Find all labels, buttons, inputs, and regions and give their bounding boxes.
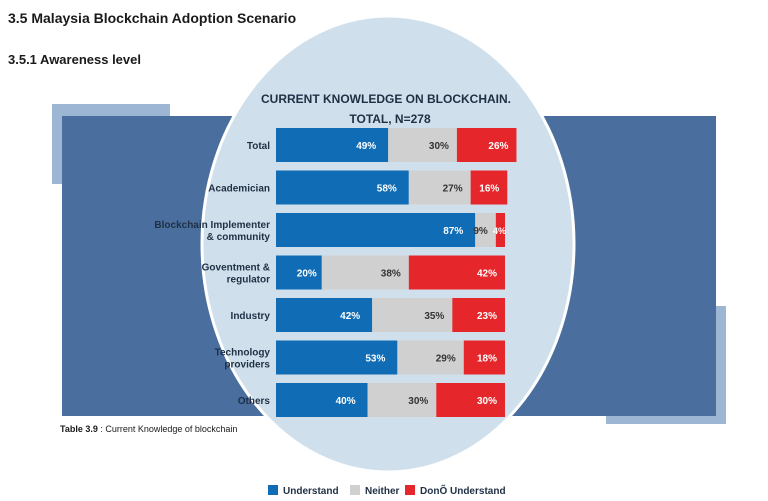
- bar-label-2-7: 30%: [408, 396, 428, 407]
- caption-label: Table 3.9: [60, 424, 98, 434]
- caption-text: : Current Knowledge of blockchain: [97, 424, 238, 434]
- panel-light-left: [52, 104, 170, 116]
- bar-label-2-6: 29%: [436, 354, 456, 365]
- category-label-2: Academician: [208, 184, 270, 195]
- bar-neither-5: [372, 298, 453, 332]
- category-label-1: Total: [247, 141, 270, 152]
- bar-label-2-5: 35%: [424, 311, 444, 322]
- bar-don-understand-7: [436, 383, 505, 417]
- bar-neither-4: [321, 255, 409, 290]
- bar-understand-6: [276, 340, 398, 375]
- category-label-4-line-2: regulator: [227, 275, 270, 286]
- legend-swatch-1: [268, 485, 278, 495]
- bar-understand-2: [276, 170, 409, 205]
- subsection-heading: 3.5.1 Awareness level: [8, 52, 141, 67]
- legend: Understand Neither DonÕ Understand: [268, 484, 506, 497]
- bar-neither-3: [475, 213, 496, 247]
- category-label-3-line-2: & community: [207, 232, 271, 243]
- bar-label-1-5: 42%: [340, 311, 360, 322]
- bar-understand-3: [276, 213, 476, 247]
- bar-neither-6: [397, 340, 464, 375]
- category-label-3-line-1: Blockchain Implementer: [154, 220, 270, 231]
- chart-subtitle: TOTAL, N=278: [349, 112, 431, 126]
- bar-neither-7: [367, 383, 437, 417]
- bar-don-understand-6: [463, 340, 505, 375]
- panel-light-left-side: [52, 104, 62, 184]
- legend-label-1: Understand: [283, 486, 339, 497]
- bar-label-1-4: 20%: [297, 269, 317, 280]
- figure-caption: Table 3.9 : Current Knowledge of blockch…: [60, 424, 240, 435]
- bar-label-2-2: 27%: [443, 184, 463, 195]
- bar-label-3-1: 26%: [488, 141, 508, 152]
- bar-don-understand-2: [470, 170, 508, 205]
- bar-label-3-5: 23%: [477, 311, 497, 322]
- category-label-5: Industry: [231, 311, 271, 322]
- section-heading: 3.5 Malaysia Blockchain Adoption Scenari…: [8, 10, 297, 26]
- bar-don-understand-3: [495, 213, 505, 247]
- bar-label-1-6: 53%: [365, 354, 385, 365]
- bar-don-understand-4: [408, 255, 505, 290]
- bar-label-2-4: 38%: [381, 269, 401, 280]
- legend-label-2: Neither: [365, 486, 400, 497]
- bar-don-understand-1: [456, 128, 517, 162]
- bar-label-1-3: 87%: [443, 226, 463, 237]
- bars-layer: 49% 30% 26% 58% 27% 16% 87% 9% 4% 20% 38% 42% 42% 35%…: [276, 128, 517, 417]
- chart-title: CURRENT KNOWLEDGE ON BLOCKCHAIN.: [261, 92, 511, 106]
- bar-understand-7: [276, 383, 368, 417]
- bar-label-2-3: 9%: [473, 226, 488, 237]
- bar-label-1-7: 40%: [336, 396, 356, 407]
- category-label-7: Others: [238, 396, 271, 407]
- legend-swatch-3: [405, 485, 415, 495]
- bar-label-2-1: 30%: [429, 141, 449, 152]
- legend-swatch-2: [350, 485, 360, 495]
- bar-label-3-2: 16%: [479, 184, 499, 195]
- bar-label-3-7: 30%: [477, 396, 497, 407]
- bar-understand-4: [276, 255, 322, 290]
- category-label-6-line-2: providers: [224, 360, 270, 371]
- category-labels: Total Academician Blockchain Implementer& …: [154, 141, 270, 407]
- bar-label-1-1: 49%: [356, 141, 376, 152]
- bar-neither-2: [408, 170, 471, 205]
- bar-understand-1: [276, 128, 389, 162]
- bar-don-understand-5: [452, 298, 505, 332]
- bar-understand-5: [276, 298, 373, 332]
- category-label-4-line-1: Goventment &: [202, 263, 270, 274]
- bar-label-1-2: 58%: [377, 184, 397, 195]
- bar-label-3-4: 42%: [477, 269, 497, 280]
- category-label-6-line-1: Technology: [215, 348, 271, 359]
- bar-neither-1: [388, 128, 457, 162]
- bar-label-3-6: 18%: [477, 354, 497, 365]
- bar-label-3-3: 4%: [493, 226, 506, 236]
- legend-label-3: DonÕ Understand: [420, 484, 506, 497]
